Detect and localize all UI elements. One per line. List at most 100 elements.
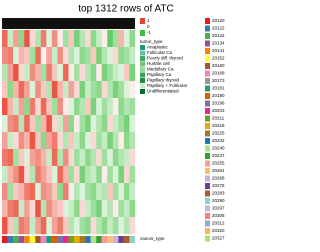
sample-label: 20152	[212, 56, 225, 61]
heatmap-cell	[123, 47, 130, 65]
heatmap-cell	[90, 200, 97, 218]
bottom-annotation-cell	[40, 236, 47, 243]
heatmap-cell	[2, 98, 8, 116]
heatmap-cell	[46, 64, 53, 82]
sample-swatch	[205, 138, 210, 144]
heatmap-cell	[29, 132, 36, 150]
heatmap-cell	[123, 64, 130, 82]
heatmap-cell	[107, 81, 114, 99]
heatmap-cell	[51, 98, 58, 116]
heatmap-cell	[68, 47, 75, 65]
heatmap-cell	[129, 115, 136, 133]
heatmap-cell	[85, 183, 91, 201]
heatmap-cell	[35, 166, 41, 184]
sample-swatch	[205, 18, 210, 24]
heatmap-cell	[90, 47, 97, 65]
heatmap-cell	[62, 64, 69, 82]
bottom-annotation-cell	[46, 236, 52, 243]
heatmap-cell	[90, 149, 97, 167]
heatmap-cell	[18, 47, 25, 65]
heatmap-cell	[112, 30, 119, 48]
category-legend-title: tumor_type	[140, 39, 163, 44]
heatmap-cell	[74, 200, 80, 218]
heatmap-cell	[51, 149, 58, 167]
bottom-annotation-cell	[107, 236, 113, 243]
sample-swatch	[205, 228, 210, 234]
heatmap-cell	[35, 47, 41, 65]
heatmap-cell	[35, 64, 41, 82]
heatmap-cell	[85, 64, 91, 82]
heatmap-cell	[123, 166, 130, 184]
heatmap-cell	[107, 149, 114, 167]
sample-label: 20261	[212, 168, 225, 173]
heatmap-cell	[68, 64, 75, 82]
heatmap-cell	[107, 30, 114, 48]
sample-label: 20132	[212, 33, 225, 38]
heatmap-cell	[118, 200, 125, 218]
heatmap-cell	[74, 183, 80, 201]
heatmap-cell	[123, 98, 130, 116]
heatmap-cell	[85, 200, 91, 218]
bottom-annotation-cell	[129, 236, 135, 243]
heatmap-cell	[96, 81, 102, 99]
bottom-annotation-cell	[7, 236, 14, 243]
heatmap-cell	[46, 200, 53, 218]
heatmap-cell	[112, 132, 119, 150]
heatmap-cell	[35, 183, 41, 201]
heatmap-cell	[79, 200, 86, 218]
sample-swatch	[205, 175, 210, 182]
sample-label: 20312	[212, 221, 225, 226]
heatmap-cell	[40, 81, 47, 99]
heatmap-cell	[40, 149, 47, 167]
heatmap-cell	[68, 149, 75, 167]
heatmap-cell	[18, 217, 25, 235]
heatmap-cell	[46, 115, 53, 133]
heatmap-cell	[35, 81, 41, 99]
heatmap-cell	[29, 183, 36, 201]
heatmap-cell	[96, 217, 102, 235]
heatmap-cell	[40, 115, 47, 133]
heatmap-cell	[74, 132, 80, 150]
heatmap-cell	[96, 166, 102, 184]
sample-swatch	[205, 108, 210, 114]
sample-swatch	[205, 168, 210, 174]
heatmap-cell	[101, 81, 108, 99]
sample-swatch	[205, 78, 210, 84]
sample-label: 20247	[212, 153, 225, 158]
heatmap-cell	[79, 115, 86, 133]
heatmap-cell	[7, 149, 14, 167]
heatmap-cell	[85, 30, 91, 48]
heatmap-cell	[57, 183, 64, 201]
heatmap-cell	[74, 149, 80, 167]
scale-swatch	[140, 24, 145, 30]
scale-swatch	[140, 18, 145, 24]
heatmap-cell	[2, 166, 8, 184]
sample-label: 20168	[212, 71, 225, 76]
heatmap-cell	[107, 183, 114, 201]
heatmap-cell	[2, 64, 8, 82]
heatmap-cell	[2, 200, 8, 218]
heatmap-cell	[90, 81, 97, 99]
heatmap-cell	[85, 149, 91, 167]
sample-label: 20218	[212, 123, 225, 128]
heatmap-cell	[13, 81, 19, 99]
sample-swatch	[205, 198, 210, 204]
bottom-annotation-cell	[24, 236, 30, 243]
sample-swatch	[205, 220, 210, 227]
heatmap-cell	[79, 47, 86, 65]
heatmap-cell	[13, 115, 19, 133]
sample-swatch	[205, 153, 210, 159]
heatmap-cell	[90, 64, 97, 82]
heatmap-cell	[112, 115, 119, 133]
heatmap-cell	[107, 217, 114, 235]
heatmap-cell	[79, 149, 86, 167]
heatmap-cell	[101, 30, 108, 48]
category-swatch	[140, 89, 145, 94]
sample-label: 20196	[212, 101, 225, 106]
heatmap-cell	[57, 47, 64, 65]
heatmap-cell	[2, 217, 8, 235]
heatmap-cell	[74, 47, 80, 65]
bottom-annotation-cell	[96, 236, 102, 243]
bottom-annotation-cell	[101, 236, 108, 243]
heatmap-cell	[129, 47, 136, 65]
